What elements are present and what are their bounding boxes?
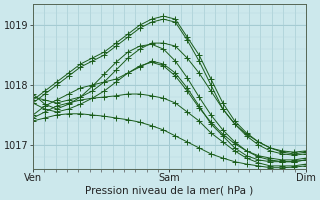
X-axis label: Pression niveau de la mer( hPa ): Pression niveau de la mer( hPa ) xyxy=(85,186,253,196)
